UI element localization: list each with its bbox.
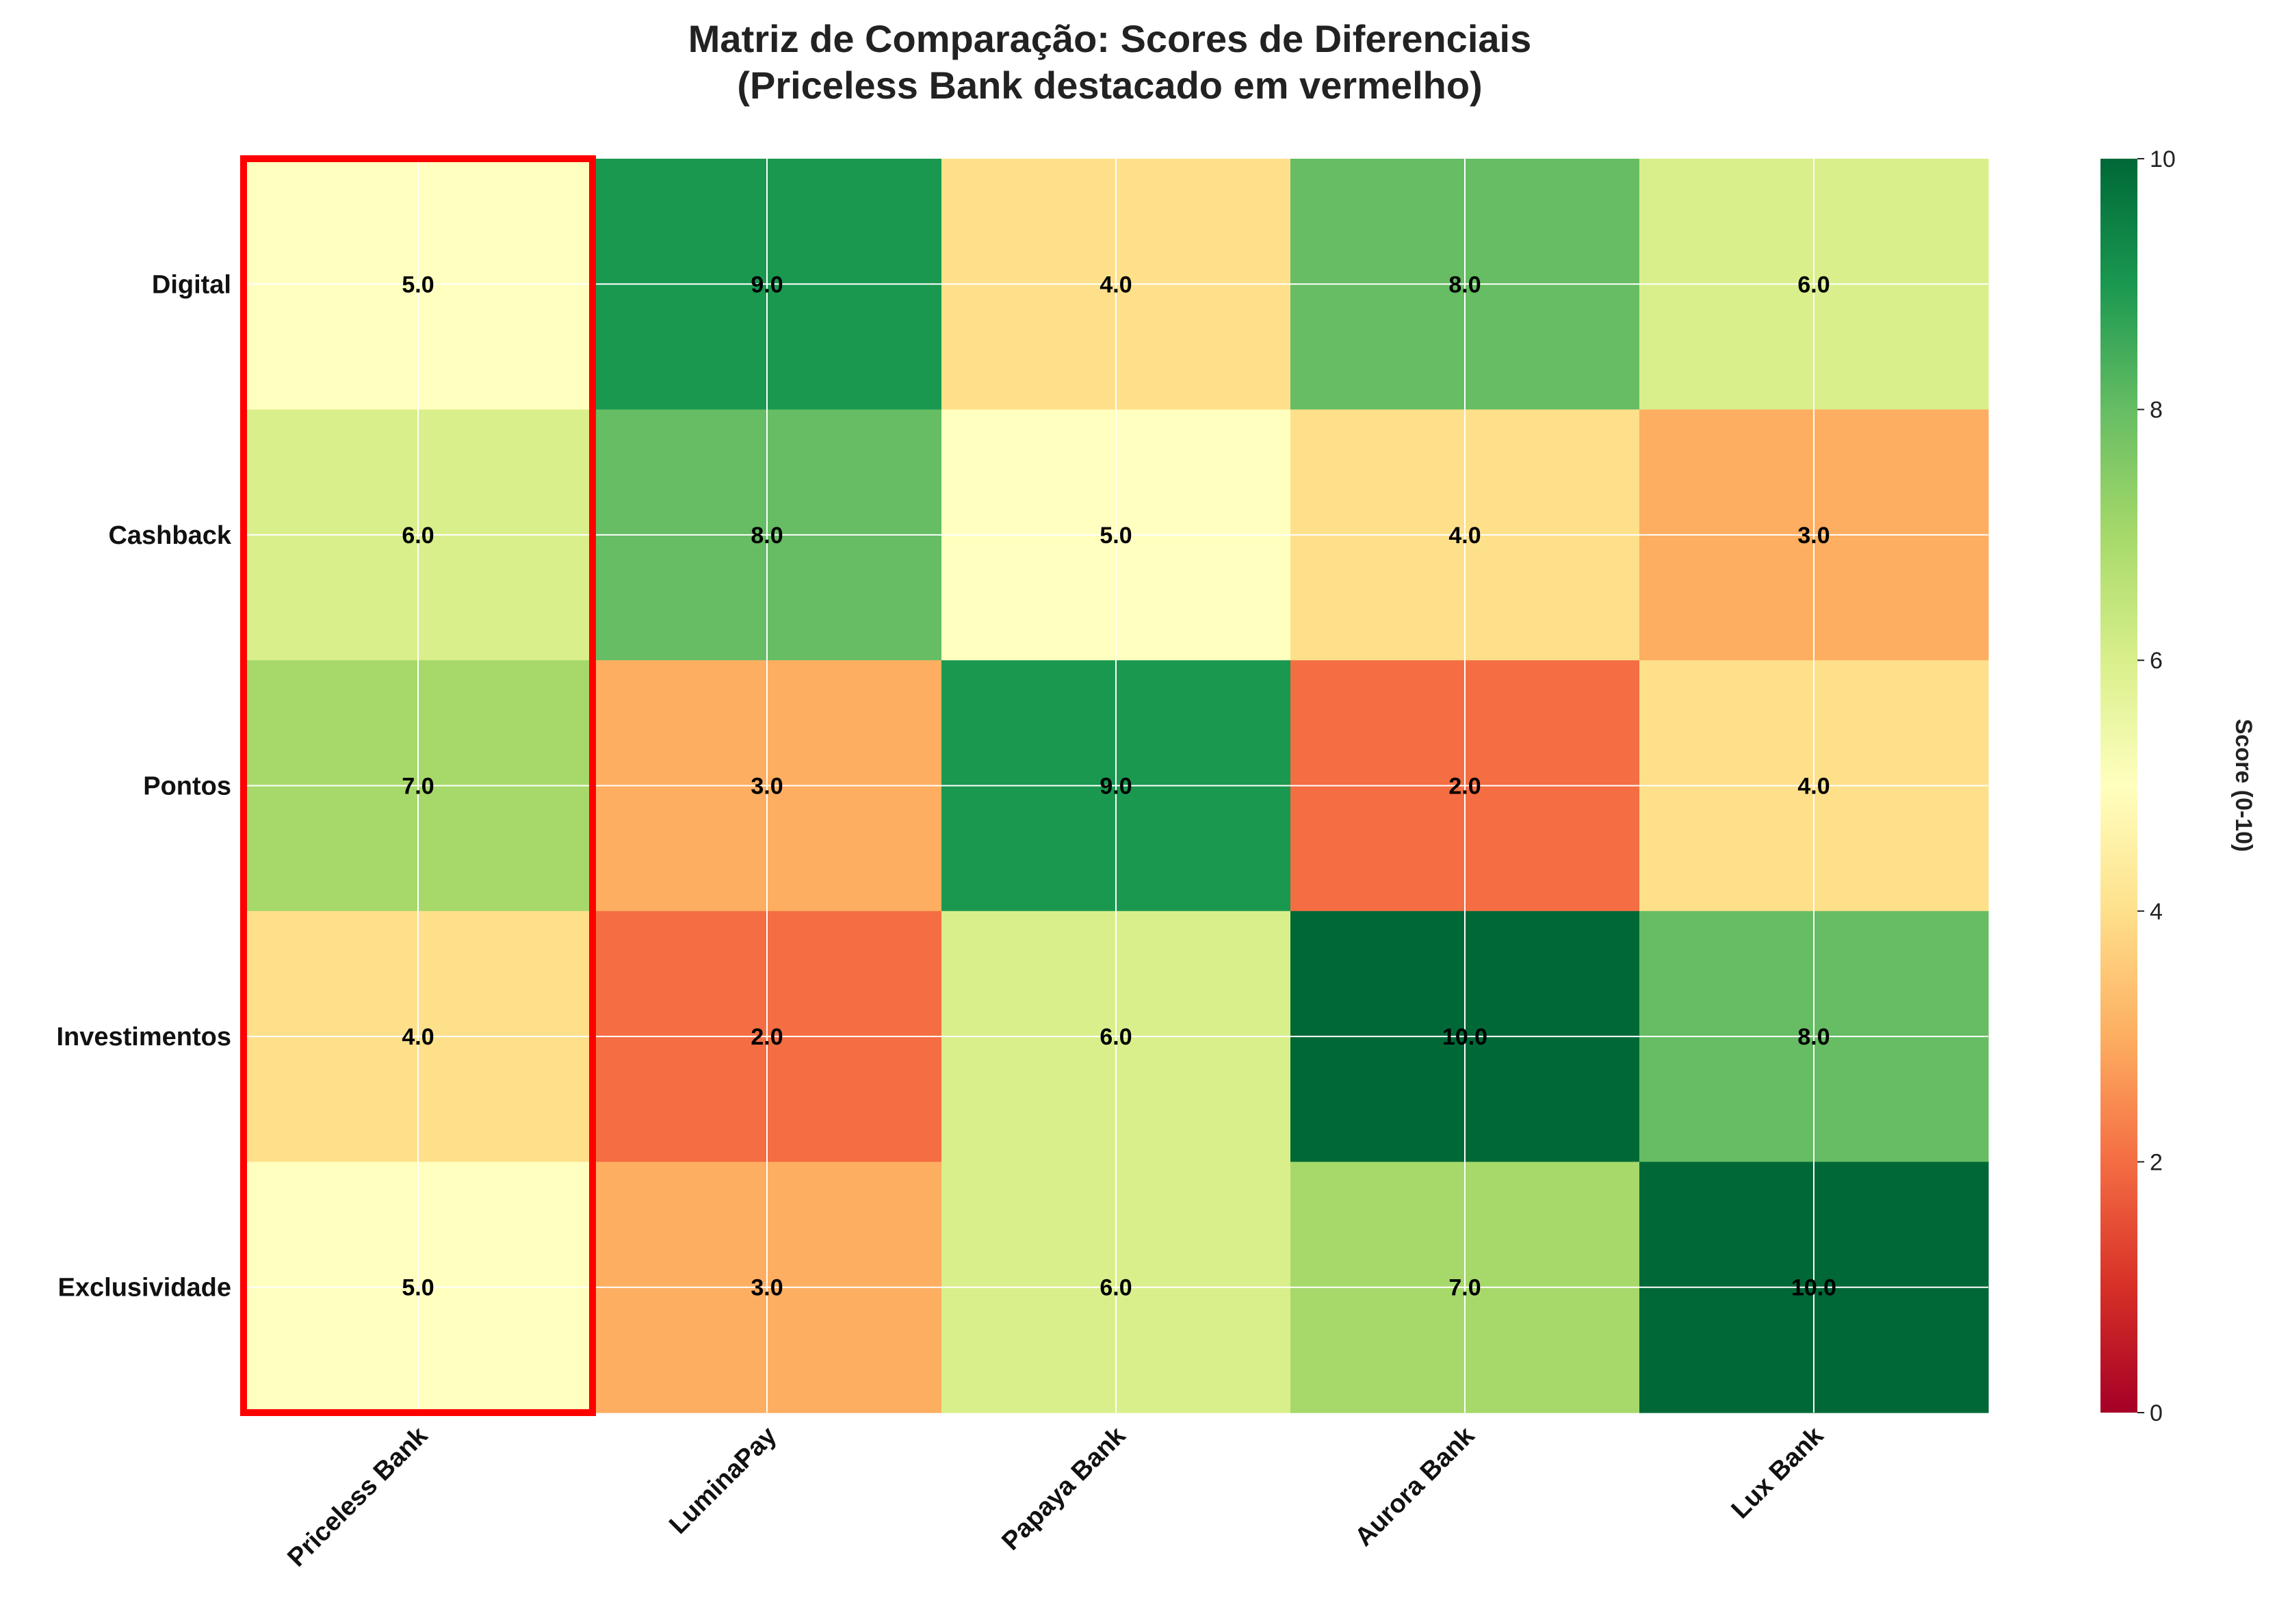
cell-value-label: 4.0 <box>1797 774 1830 800</box>
colorbar <box>2100 159 2137 1413</box>
row-label: Pontos <box>143 772 231 801</box>
cell-value-label: 8.0 <box>1797 1024 1830 1050</box>
row-label: Digital <box>152 270 231 299</box>
cell-value-label: 5.0 <box>402 272 434 298</box>
cell-value-label: 6.0 <box>1797 272 1830 298</box>
cell-value-label: 6.0 <box>1100 1024 1132 1050</box>
colorbar-label: Score (0-10) <box>2230 719 2256 852</box>
cell-value-label: 6.0 <box>1100 1275 1132 1301</box>
colorbar-tick-label: 10 <box>2150 146 2176 172</box>
cell-value-label: 9.0 <box>1100 774 1132 800</box>
cell-value-label: 6.0 <box>402 523 434 549</box>
cell-value-label: 3.0 <box>751 1275 783 1301</box>
row-label: Exclusividade <box>58 1274 231 1302</box>
colorbar-tick-label: 6 <box>2150 648 2163 674</box>
chart-title-line2: (Priceless Bank destacado em vermelho) <box>737 64 1482 107</box>
colorbar-ticks: 0 2 4 6 8 10 <box>2137 146 2176 1426</box>
column-labels: Priceless Bank LuminaPay Papaya Bank Aurora… <box>282 1421 1830 1573</box>
cell-value-label: 9.0 <box>751 272 783 298</box>
column-label: Papaya Bank <box>996 1421 1132 1556</box>
column-label: Aurora Bank <box>1349 1421 1481 1552</box>
cell-value-label: 10.0 <box>1791 1275 1836 1301</box>
cell-value-label: 8.0 <box>751 523 783 549</box>
cell-value-label: 3.0 <box>1797 523 1830 549</box>
heatmap-gridlines <box>244 159 1988 1413</box>
cell-value-label: 2.0 <box>1448 774 1481 800</box>
colorbar-tick-label: 8 <box>2150 397 2163 423</box>
cell-value-label: 7.0 <box>402 774 434 800</box>
cell-value-label: 8.0 <box>1448 272 1481 298</box>
colorbar-tick-label: 4 <box>2150 899 2163 925</box>
cell-value-label: 4.0 <box>1448 523 1481 549</box>
column-label: Lux Bank <box>1726 1421 1830 1524</box>
column-label: Priceless Bank <box>282 1421 434 1573</box>
row-label: Cashback <box>108 521 231 550</box>
highlight-column-frame <box>240 155 596 1416</box>
cell-value-label: 5.0 <box>1100 523 1132 549</box>
colorbar-tick-label: 0 <box>2150 1400 2163 1426</box>
row-label: Investimentos <box>56 1023 231 1051</box>
column-label: LuminaPay <box>664 1422 782 1540</box>
colorbar-tick-label: 2 <box>2150 1149 2163 1175</box>
cell-value-label: 5.0 <box>402 1275 434 1301</box>
cell-value-label: 2.0 <box>751 1024 783 1050</box>
heatmap-cell-labels: 5.0 9.0 4.0 8.0 6.0 6.0 8.0 5.0 4.0 3.0 7.0 3.0 9.0 2… <box>402 272 1836 1300</box>
chart-title-line1: Matriz de Comparação: Scores de Diferenc… <box>688 17 1531 60</box>
cell-value-label: 3.0 <box>751 774 783 800</box>
cell-value-label: 4.0 <box>1100 272 1132 298</box>
cell-value-label: 7.0 <box>1448 1275 1481 1301</box>
row-labels: Digital Cashback Pontos Investimentos Exclus… <box>56 270 231 1302</box>
cell-value-label: 4.0 <box>402 1024 434 1050</box>
cell-value-label: 10.0 <box>1442 1024 1487 1050</box>
